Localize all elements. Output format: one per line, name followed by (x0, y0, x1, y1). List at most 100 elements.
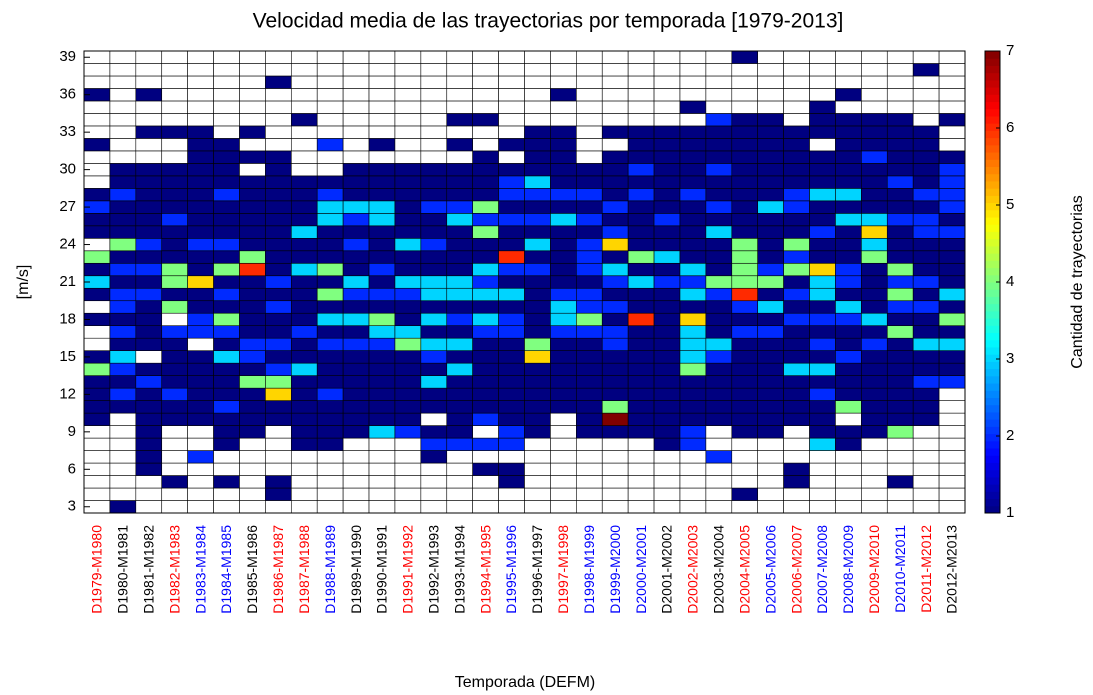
heatmap-cell (342, 387, 370, 401)
heatmap-cell (809, 475, 836, 489)
heatmap-cell (835, 225, 862, 239)
heatmap-cell (679, 387, 707, 401)
heatmap-cell (420, 275, 448, 289)
colorbar-segment (985, 491, 1000, 500)
heatmap-cell (394, 100, 422, 114)
heatmap-cell (601, 387, 629, 401)
colorbar-segment (985, 375, 1000, 384)
colorbar-segment (985, 433, 1000, 442)
heatmap-cell (809, 462, 836, 476)
heatmap-cell (861, 437, 888, 451)
heatmap-cell (524, 275, 551, 289)
heatmap-cell (472, 300, 499, 314)
heatmap-cell (290, 150, 318, 164)
heatmap-cell (109, 362, 137, 376)
heatmap-cell (472, 387, 499, 401)
heatmap-cell (757, 475, 784, 489)
x-tick-label: D1979-M1980 (89, 525, 105, 614)
heatmap-cell (394, 475, 422, 489)
heatmap-cell (446, 287, 473, 302)
heatmap-cell (524, 75, 551, 89)
heatmap-cell (912, 287, 940, 302)
heatmap-cell (731, 237, 759, 252)
heatmap-cell (83, 213, 111, 227)
heatmap-cell (835, 450, 862, 464)
heatmap-cell (187, 287, 214, 302)
heatmap-cell (213, 100, 240, 114)
heatmap-cell (705, 325, 733, 339)
colorbar-segment (985, 144, 1000, 153)
heatmap-cell (472, 125, 499, 139)
heatmap-cell (861, 225, 888, 239)
heatmap-cell (446, 350, 473, 364)
heatmap-cell (265, 287, 292, 302)
heatmap-cell (239, 350, 266, 364)
heatmap-cell (886, 450, 914, 464)
heatmap-cell (213, 400, 240, 414)
heatmap-cell (550, 188, 577, 202)
heatmap-cell (472, 175, 499, 189)
heatmap-cell (576, 462, 603, 476)
heatmap-cell (861, 412, 888, 426)
heatmap-cell (679, 462, 707, 476)
heatmap-cell (446, 300, 473, 314)
heatmap-cell (524, 150, 551, 164)
heatmap-cell (861, 500, 888, 514)
heatmap-cell (265, 163, 292, 177)
x-tick-label: D1994-M1995 (477, 525, 493, 614)
heatmap-cell (705, 450, 733, 464)
heatmap-cell (524, 425, 551, 439)
heatmap-cell (835, 500, 862, 514)
heatmap-cell (472, 325, 499, 339)
heatmap-cell (187, 138, 214, 152)
colorbar-segment (985, 411, 1000, 420)
heatmap-cell (83, 325, 111, 339)
heatmap-cell (83, 63, 111, 77)
heatmap-cell (835, 312, 862, 327)
heatmap-cell (109, 475, 137, 489)
heatmap-cell (912, 125, 940, 139)
heatmap-cell (783, 350, 810, 364)
heatmap-cell (265, 425, 292, 439)
heatmap-cell (835, 437, 862, 451)
colorbar-segment (985, 209, 1000, 218)
heatmap-cell (239, 450, 266, 464)
heatmap-cell (213, 275, 240, 289)
heatmap-cell (498, 250, 525, 264)
heatmap-cell (861, 300, 888, 314)
heatmap-cell (679, 437, 707, 451)
heatmap-cell (938, 275, 966, 289)
heatmap-cell (472, 100, 499, 114)
heatmap-cell (316, 175, 344, 189)
heatmap-cell (550, 350, 577, 364)
heatmap-cell (705, 262, 733, 277)
heatmap-cell (161, 188, 188, 202)
heatmap-cell (835, 350, 862, 364)
heatmap-cell (498, 237, 525, 252)
heatmap-cell (809, 325, 836, 339)
heatmap-cell (886, 325, 914, 339)
heatmap-cell (679, 138, 707, 152)
heatmap-cell (653, 113, 681, 127)
heatmap-cell (265, 175, 292, 189)
heatmap-cell (783, 125, 810, 139)
heatmap-cell (601, 125, 629, 139)
heatmap-cell (161, 487, 188, 501)
heatmap-cell (213, 225, 240, 239)
heatmap-cell (576, 287, 603, 302)
heatmap-cell (938, 225, 966, 239)
heatmap-cell (265, 500, 292, 514)
heatmap-cell (757, 188, 784, 202)
heatmap-cell (394, 337, 422, 351)
heatmap-cell (109, 337, 137, 351)
heatmap-cell (239, 50, 266, 64)
heatmap-cell (420, 250, 448, 264)
heatmap-cell (627, 138, 655, 152)
heatmap-cell (368, 150, 396, 164)
heatmap-cell (368, 400, 396, 414)
heatmap-cell (705, 150, 733, 164)
colorbar-segment (985, 130, 1000, 139)
heatmap-cell (187, 100, 214, 114)
heatmap-cell (679, 400, 707, 414)
heatmap-cell (498, 462, 525, 476)
